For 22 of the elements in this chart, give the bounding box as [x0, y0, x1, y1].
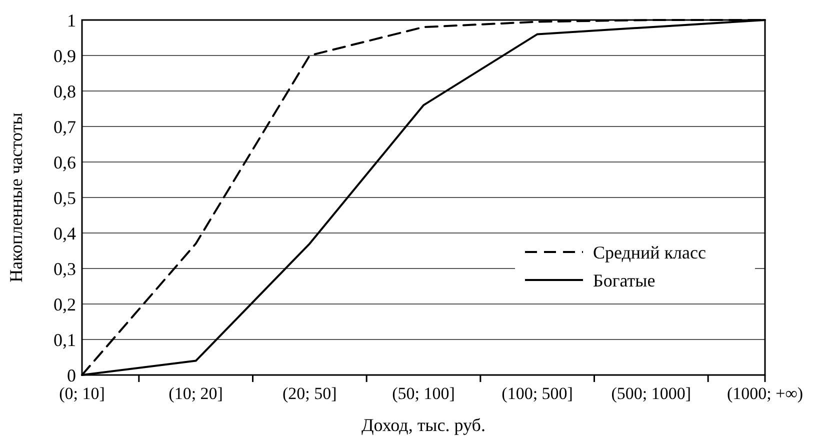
x-tick-label: (20; 50]	[282, 384, 337, 403]
y-tick-label: 0,3	[54, 258, 76, 279]
legend-label: Средний класс	[593, 242, 706, 262]
y-tick-label: 0,4	[54, 223, 76, 244]
y-tick-label: 0,5	[54, 188, 76, 208]
x-tick-label: (500; 1000]	[611, 384, 692, 403]
y-axis-title: Накопленные частоты	[6, 112, 26, 282]
x-tick-label: (10; 20]	[168, 384, 223, 403]
y-tick-label: 0,9	[54, 46, 76, 66]
x-tick-label: (1000; +∞)	[726, 384, 804, 403]
x-tick-label: (0; 10]	[59, 384, 105, 403]
x-tick-label: (100; 500]	[502, 384, 573, 403]
y-tick-label: 0,8	[54, 81, 76, 102]
y-tick-label: 0,6	[54, 152, 76, 172]
y-tick-label: 0,2	[54, 294, 76, 314]
y-tick-label: 1	[67, 10, 76, 30]
x-tick-label: (50; 100]	[392, 384, 455, 403]
x-axis-title: Доход, тыс. руб.	[362, 415, 486, 435]
y-tick-label: 0,7	[54, 116, 76, 137]
y-tick-label: 0,1	[54, 330, 76, 350]
legend-label: Богатые	[593, 270, 656, 290]
y-tick-label: 0	[67, 365, 76, 386]
